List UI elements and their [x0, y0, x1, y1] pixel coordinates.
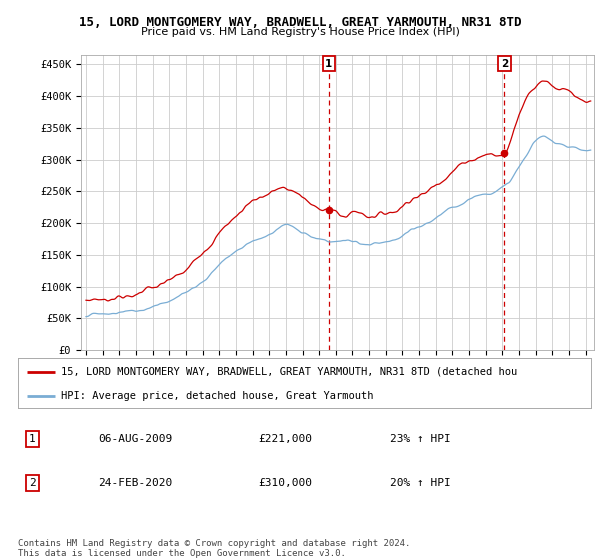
Text: 1: 1 — [29, 434, 36, 444]
Text: 23% ↑ HPI: 23% ↑ HPI — [391, 434, 451, 444]
Text: £221,000: £221,000 — [259, 434, 313, 444]
Text: 1: 1 — [325, 59, 332, 69]
Text: Price paid vs. HM Land Registry's House Price Index (HPI): Price paid vs. HM Land Registry's House … — [140, 27, 460, 38]
Text: HPI: Average price, detached house, Great Yarmouth: HPI: Average price, detached house, Grea… — [61, 391, 373, 402]
Text: 15, LORD MONTGOMERY WAY, BRADWELL, GREAT YARMOUTH, NR31 8TD (detached hou: 15, LORD MONTGOMERY WAY, BRADWELL, GREAT… — [61, 367, 517, 377]
Text: 06-AUG-2009: 06-AUG-2009 — [98, 434, 172, 444]
Text: 20% ↑ HPI: 20% ↑ HPI — [391, 478, 451, 488]
Text: Contains HM Land Registry data © Crown copyright and database right 2024.
This d: Contains HM Land Registry data © Crown c… — [18, 539, 410, 558]
Text: 2: 2 — [501, 59, 508, 69]
Text: £310,000: £310,000 — [259, 478, 313, 488]
Text: 15, LORD MONTGOMERY WAY, BRADWELL, GREAT YARMOUTH, NR31 8TD: 15, LORD MONTGOMERY WAY, BRADWELL, GREAT… — [79, 16, 521, 29]
Text: 24-FEB-2020: 24-FEB-2020 — [98, 478, 172, 488]
Text: 2: 2 — [29, 478, 36, 488]
